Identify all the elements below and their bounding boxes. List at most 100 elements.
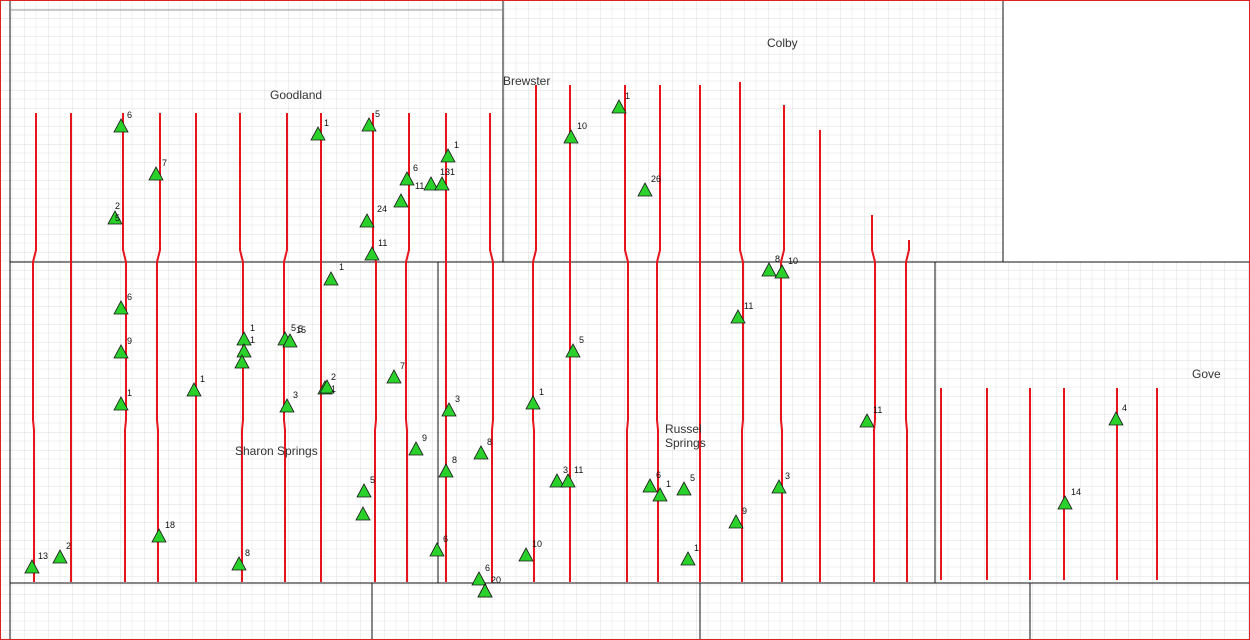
site-marker xyxy=(423,176,439,191)
site-label: 14 xyxy=(1071,487,1081,497)
site-label: 3 xyxy=(455,394,460,404)
site-marker xyxy=(310,126,326,141)
site-label: 1 xyxy=(539,387,544,397)
town-label: Springs xyxy=(665,436,706,450)
site-marker xyxy=(355,506,371,521)
site-marker xyxy=(859,413,875,428)
site-marker xyxy=(186,382,202,397)
site-label: 10 xyxy=(577,121,587,131)
site-marker xyxy=(151,528,167,543)
site-label: 3 xyxy=(293,390,298,400)
site-label: 1 xyxy=(454,140,459,150)
site-marker xyxy=(113,396,129,411)
site-label: 1 xyxy=(324,118,329,128)
site-label: 3 xyxy=(785,471,790,481)
site-marker xyxy=(560,473,576,488)
site-marker xyxy=(771,479,787,494)
site-marker xyxy=(231,556,247,571)
town-label: Colby xyxy=(767,36,798,50)
town-label: Gove xyxy=(1192,367,1221,381)
site-label: 2 xyxy=(66,541,71,551)
site-label: 18 xyxy=(165,520,175,530)
site-marker xyxy=(361,117,377,132)
site-label: 11 xyxy=(378,238,387,248)
site-label: 5 xyxy=(370,475,375,485)
towns: Goodland Colby Brewster Sharon Springs Russe… xyxy=(235,36,1221,458)
site-label: 3 xyxy=(563,465,568,475)
site-label: 24 xyxy=(377,204,387,214)
site-marker xyxy=(642,478,658,493)
site-label: 11 xyxy=(415,181,424,191)
site-label: 6 xyxy=(127,110,132,120)
site-label: 6 xyxy=(485,563,490,573)
site-label: 26 xyxy=(651,174,661,184)
site-marker xyxy=(473,445,489,460)
site-marker xyxy=(24,559,40,574)
site-marker xyxy=(652,487,668,502)
site-label: 6 xyxy=(443,534,448,544)
site-label: 1 xyxy=(666,479,671,489)
site-marker xyxy=(279,398,295,413)
site-label: 20 xyxy=(491,575,501,585)
site-label: 13 xyxy=(440,167,450,177)
site-marker xyxy=(471,571,487,586)
survey-line xyxy=(739,82,744,582)
blank-area xyxy=(1004,0,1250,262)
site-marker xyxy=(611,99,627,114)
site-label: 1 xyxy=(250,323,255,333)
site-marker xyxy=(113,344,129,359)
site-label: 1 xyxy=(694,543,699,553)
site-label: 9 xyxy=(127,336,132,346)
site-marker xyxy=(234,354,250,369)
site-marker xyxy=(518,547,534,562)
county-boundaries xyxy=(9,0,1250,640)
site-marker xyxy=(1108,411,1124,426)
site-label: 9 xyxy=(742,506,747,516)
site-label: 1 xyxy=(450,167,455,177)
survey-line xyxy=(780,105,785,582)
site-marker xyxy=(730,309,746,324)
site-marker xyxy=(440,148,456,163)
site-marker xyxy=(438,463,454,478)
town-label: Russel xyxy=(665,422,702,436)
site-marker xyxy=(148,166,164,181)
town-label: Goodland xyxy=(270,88,322,102)
town-label: Sharon Springs xyxy=(235,444,318,458)
site-marker xyxy=(1057,495,1073,510)
site-label: 6 xyxy=(656,470,661,480)
site-marker xyxy=(323,271,339,286)
site-label: 8 xyxy=(775,254,780,264)
site-marker xyxy=(113,300,129,315)
survey-line xyxy=(905,240,910,582)
site-marker xyxy=(52,549,68,564)
site-label: 1 xyxy=(250,335,255,345)
site-label: 5 xyxy=(115,213,120,223)
site-label: 10 xyxy=(532,539,542,549)
site-marker xyxy=(563,129,579,144)
site-marker xyxy=(236,343,252,358)
survey-line xyxy=(532,85,537,582)
site-label: 5 xyxy=(579,335,584,345)
site-label: 8 xyxy=(452,455,457,465)
site-label: 5 xyxy=(375,109,380,119)
site-label: 8 xyxy=(487,437,492,447)
site-marker xyxy=(774,264,790,279)
site-marker xyxy=(441,402,457,417)
site-marker xyxy=(525,395,541,410)
site-label: 7 xyxy=(162,158,167,168)
site-label: 2 xyxy=(115,201,120,211)
survey-line xyxy=(489,113,494,582)
survey-line xyxy=(122,113,127,582)
site-marker xyxy=(359,213,375,228)
site-marker xyxy=(393,193,409,208)
site-label: 8 xyxy=(245,548,250,558)
site-marker xyxy=(408,441,424,456)
site-label: 11 xyxy=(574,465,583,475)
survey-line xyxy=(656,85,661,582)
site-marker xyxy=(282,333,298,348)
site-marker xyxy=(761,262,777,277)
survey-line xyxy=(405,113,410,582)
site-marker xyxy=(356,483,372,498)
site-label: 6 xyxy=(127,292,132,302)
